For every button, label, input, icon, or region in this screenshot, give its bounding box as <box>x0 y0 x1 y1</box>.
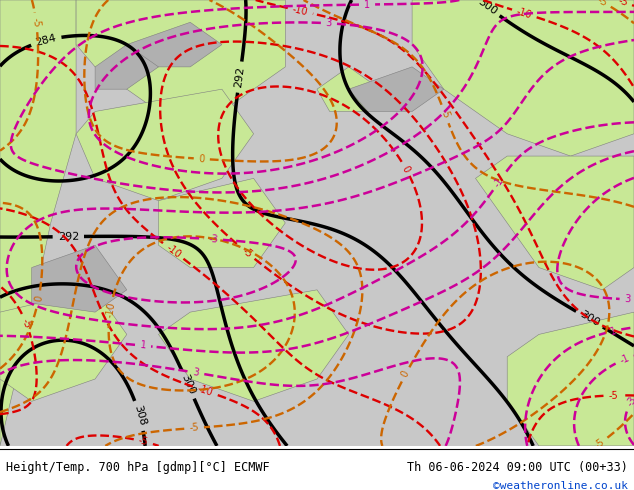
Text: 0: 0 <box>33 294 44 302</box>
Text: -5: -5 <box>439 108 451 121</box>
Text: 3: 3 <box>326 18 332 28</box>
Polygon shape <box>158 178 285 268</box>
Polygon shape <box>412 0 634 156</box>
Text: 1: 1 <box>139 341 146 351</box>
Text: 284: 284 <box>34 33 58 48</box>
Text: 300: 300 <box>179 373 197 396</box>
Text: 1: 1 <box>364 0 370 10</box>
Polygon shape <box>158 290 349 401</box>
Text: 300: 300 <box>578 310 601 329</box>
Text: -5: -5 <box>138 436 150 447</box>
Text: -10: -10 <box>164 242 183 260</box>
Text: -5: -5 <box>617 0 629 8</box>
Text: 0: 0 <box>399 369 411 379</box>
Text: 3: 3 <box>191 367 199 378</box>
Text: 1: 1 <box>609 325 618 337</box>
Text: 3: 3 <box>624 294 631 305</box>
Text: Th 06-06-2024 09:00 UTC (00+33): Th 06-06-2024 09:00 UTC (00+33) <box>407 461 628 473</box>
Text: -10: -10 <box>104 301 117 318</box>
Text: 308: 308 <box>132 404 147 427</box>
Text: -5: -5 <box>240 245 254 260</box>
Text: ©weatheronline.co.uk: ©weatheronline.co.uk <box>493 482 628 490</box>
Polygon shape <box>32 245 127 312</box>
Text: -5: -5 <box>609 391 618 400</box>
Text: -10: -10 <box>196 384 214 398</box>
Text: 0: 0 <box>400 164 411 174</box>
Polygon shape <box>76 0 285 112</box>
Polygon shape <box>95 45 158 89</box>
Text: -1: -1 <box>492 175 506 189</box>
Text: -3: -3 <box>625 394 634 408</box>
Polygon shape <box>76 89 254 201</box>
Text: 292: 292 <box>233 66 246 88</box>
Text: -1: -1 <box>618 353 631 366</box>
Text: Height/Temp. 700 hPa [gdmp][°C] ECMWF: Height/Temp. 700 hPa [gdmp][°C] ECMWF <box>6 461 270 473</box>
Text: 292: 292 <box>58 231 79 242</box>
Text: 300: 300 <box>476 0 498 17</box>
Text: -5: -5 <box>20 317 32 329</box>
Polygon shape <box>349 67 444 112</box>
Text: -3: -3 <box>208 234 218 245</box>
Text: 0: 0 <box>198 154 205 164</box>
Polygon shape <box>507 312 634 446</box>
Text: -5: -5 <box>189 423 199 433</box>
Polygon shape <box>476 156 634 290</box>
Polygon shape <box>0 0 76 446</box>
Text: -10: -10 <box>292 4 309 18</box>
Text: -5: -5 <box>595 0 609 8</box>
Text: -5: -5 <box>593 437 607 451</box>
Text: -10: -10 <box>515 6 533 21</box>
Polygon shape <box>127 22 222 67</box>
Polygon shape <box>317 67 380 112</box>
Text: -5: -5 <box>30 17 42 28</box>
Polygon shape <box>0 290 127 401</box>
